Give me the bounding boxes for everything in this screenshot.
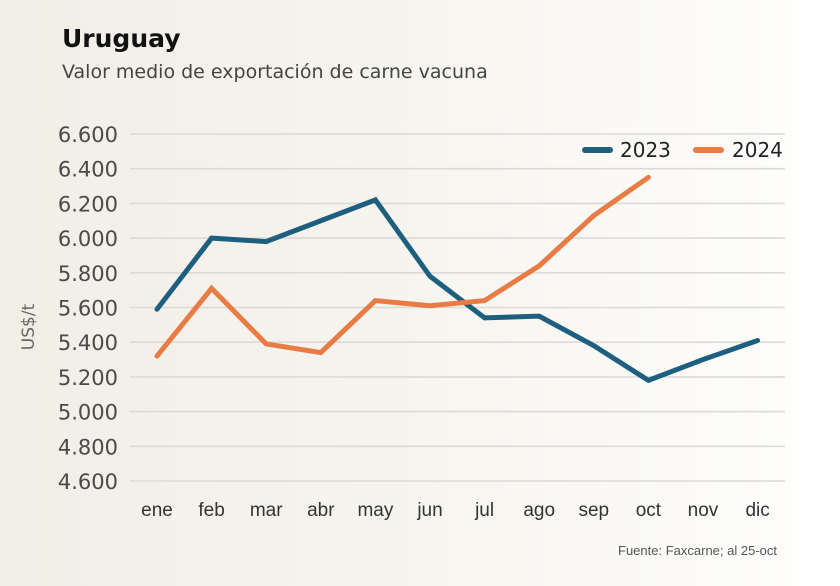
y-tick-label: 5.400 (58, 331, 118, 355)
x-tick-label: jun (416, 500, 442, 521)
series-2024 (154, 174, 651, 359)
chart-title: Uruguay (62, 24, 181, 53)
y-tick-label: 6.400 (58, 158, 118, 182)
y-tick-label: 6.200 (58, 192, 118, 216)
legend: 2023 2024 (582, 138, 783, 162)
y-tick-label: 5.200 (58, 366, 118, 390)
y-tick-label: 6.000 (58, 227, 118, 251)
x-tick-label: jul (474, 500, 494, 521)
chart-subtitle: Valor medio de exportación de carne vacu… (62, 61, 488, 83)
legend-label: 2023 (620, 138, 671, 162)
y-tick-label: 5.800 (58, 262, 118, 286)
y-axis-ticks: 6.600 6.400 6.200 6.000 5.800 5.600 5.400 5.200… (58, 123, 118, 494)
x-tick-label: sep (578, 500, 609, 521)
series-line-2024 (154, 174, 651, 359)
source-note: Fuente: Faxcarne; al 25-oct (618, 543, 777, 558)
legend-item-2023: 2023 (582, 138, 671, 162)
y-axis-label: US$/t (19, 303, 39, 350)
x-tick-label: ene (141, 500, 173, 521)
x-axis-ticks: ene feb mar abr may jun jul ago sep oct nov dic (141, 500, 770, 521)
x-tick-label: feb (198, 500, 224, 521)
x-tick-label: nov (688, 500, 719, 521)
x-tick-label: ago (523, 500, 555, 521)
x-tick-label: oct (636, 500, 662, 521)
legend-item-2024: 2024 (693, 138, 783, 162)
y-tick-label: 5.000 (58, 401, 118, 425)
x-tick-label: dic (745, 500, 769, 521)
legend-label: 2024 (732, 138, 783, 162)
x-tick-label: may (357, 500, 393, 521)
series-line-2023 (154, 196, 761, 384)
x-tick-label: abr (307, 500, 335, 521)
y-tick-label: 6.600 (58, 123, 118, 147)
gridlines (130, 133, 785, 482)
x-tick-label: mar (250, 500, 283, 521)
y-tick-label: 4.600 (58, 470, 118, 494)
y-tick-label: 4.800 (58, 435, 118, 459)
series-2023 (154, 196, 761, 384)
series-lines (154, 174, 761, 384)
y-tick-label: 5.600 (58, 297, 118, 321)
